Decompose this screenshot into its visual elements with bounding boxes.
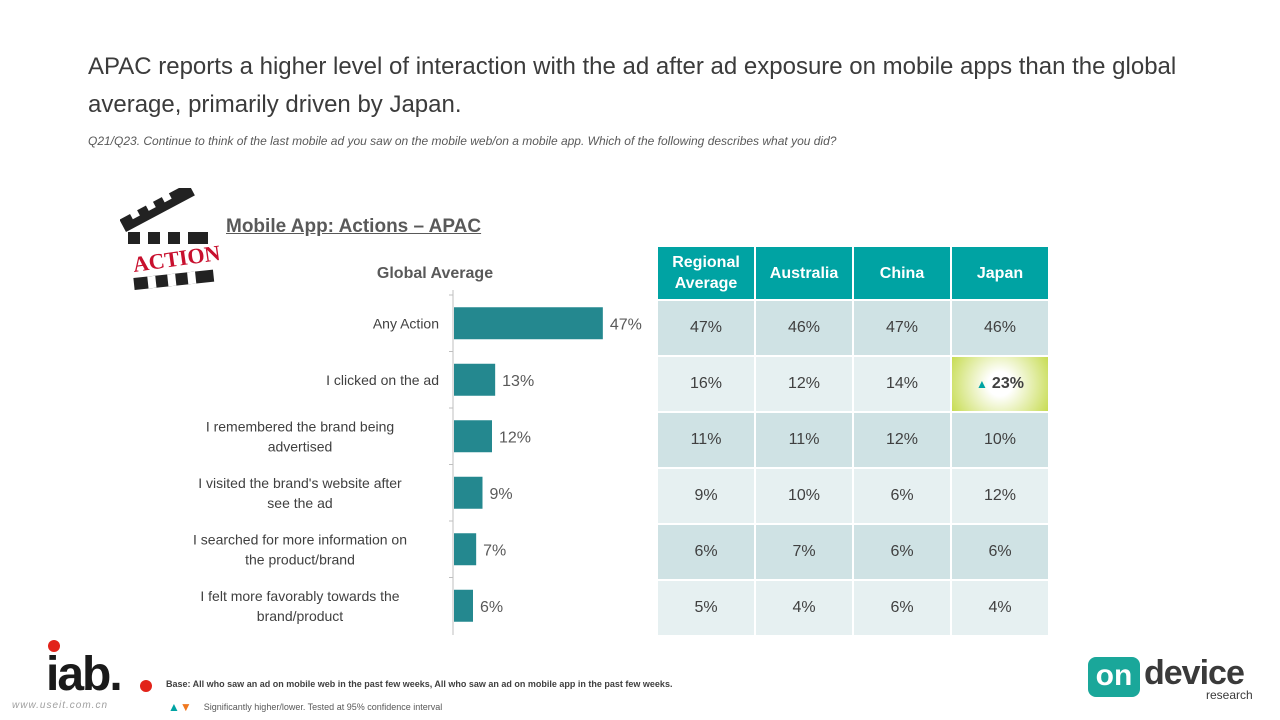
bar-category-label: Any Action <box>373 315 439 331</box>
table-cell: 4% <box>950 579 1050 637</box>
table-row: 11% 11% 12% 10% <box>656 411 1050 469</box>
table-cell: 47% <box>852 299 952 357</box>
table-cell-value: 5% <box>694 599 718 616</box>
table-row: 9% 10% 6% 12% <box>656 467 1050 525</box>
table-cell-value: 7% <box>792 543 816 560</box>
bar-value-label: 9% <box>490 486 513 503</box>
table-cell: 10% <box>950 411 1050 469</box>
ondevice-logo-device: device <box>1144 654 1245 692</box>
up-triangle-icon: ▲ <box>168 700 180 714</box>
table-cell-value: 11% <box>690 431 722 448</box>
table-cell: 14% <box>852 355 952 413</box>
table-cell: 11% <box>754 411 854 469</box>
table-cell: 47% <box>656 299 756 357</box>
table-header-china: China <box>852 245 952 301</box>
table-cell: 12% <box>754 355 854 413</box>
table-cell-value: 12% <box>787 375 821 392</box>
table-cell: 46% <box>754 299 854 357</box>
table-cell-value: 47% <box>689 319 723 336</box>
table-cell: 12% <box>950 467 1050 525</box>
bar <box>454 420 492 453</box>
table-cell: 6% <box>950 523 1050 581</box>
table-cell-value: 10% <box>787 487 821 504</box>
table-cell-value: 12% <box>885 431 919 448</box>
bar <box>454 307 603 340</box>
table-cell-value: 6% <box>890 487 914 504</box>
significance-legend-text: Significantly higher/lower. Tested at 95… <box>203 702 443 712</box>
table-cell-value: 47% <box>885 319 919 336</box>
table-cell-value: 46% <box>787 319 821 336</box>
bar-value-label: 12% <box>499 429 531 446</box>
bar-value-label: 13% <box>502 373 534 390</box>
global-average-bar-chart: 47% Any Action 13% I clicked on the ad 12% I … <box>193 290 642 635</box>
table-cell: 11% <box>656 411 756 469</box>
chart-title: Mobile App: Actions – APAC <box>226 216 482 237</box>
table-row: 47% 46% 47% 46% <box>656 299 1050 357</box>
table-cell: ▲ 23% <box>950 355 1050 413</box>
table-cell-value: 6% <box>694 543 718 560</box>
table-cell-value: 6% <box>890 599 914 616</box>
ondevice-research-logo: on device research <box>1088 654 1258 704</box>
table-cell: 6% <box>852 467 952 525</box>
table-cell-value: 11% <box>788 431 820 448</box>
table-header-row: Regional Average Australia China Japan <box>656 245 1050 301</box>
action-clapperboard-logo: ACTION <box>120 188 220 290</box>
table-cell: 10% <box>754 467 854 525</box>
table-cell: 4% <box>754 579 854 637</box>
bar <box>454 476 483 509</box>
regional-comparison-table: Regional Average Australia China Japan 4… <box>656 245 1050 637</box>
bar-category-label: I felt more favorably towards the brand/p… <box>200 588 399 624</box>
table-cell: 6% <box>852 579 952 637</box>
table-cell-value: 6% <box>988 543 1012 560</box>
table-cell-value: 9% <box>694 487 718 504</box>
watermark-text: www.useit.com.cn <box>12 700 109 711</box>
table-cell: 5% <box>656 579 756 637</box>
table-row: 16% 12% 14% ▲ 23% <box>656 355 1050 413</box>
table-cell: 12% <box>852 411 952 469</box>
table-cell-value: 14% <box>885 375 919 392</box>
table-header-australia: Australia <box>754 245 854 301</box>
iab-logo: iab. <box>46 640 152 694</box>
table-cell-value: 4% <box>988 599 1012 616</box>
table-cell-value: 16% <box>689 375 723 392</box>
bar-category-label: I clicked on the ad <box>326 372 439 388</box>
bar-value-label: 47% <box>610 316 642 333</box>
table-cell-value: 10% <box>983 431 1017 448</box>
bar-category-label: I remembered the brand being advertised <box>206 418 394 454</box>
bar <box>454 589 473 622</box>
significance-legend: ▲ ▼ Significantly higher/lower. Tested a… <box>168 700 442 714</box>
table-cell: 6% <box>656 523 756 581</box>
table-cell: 16% <box>656 355 756 413</box>
table-cell-value: 6% <box>890 543 914 560</box>
table-cell: 7% <box>754 523 854 581</box>
bar-value-label: 6% <box>480 599 503 616</box>
question-text: Q21/Q23. Continue to think of the last m… <box>88 134 837 148</box>
iab-logo-text: iab. <box>46 648 121 694</box>
table-row: 5% 4% 6% 4% <box>656 579 1050 637</box>
ondevice-logo-on: on <box>1088 657 1140 697</box>
table-row: 6% 7% 6% 6% <box>656 523 1050 581</box>
table-cell-value: 23% <box>991 375 1024 392</box>
table-cell-value: 4% <box>792 599 816 616</box>
page-headline: APAC reports a higher level of interacti… <box>88 53 1177 118</box>
ondevice-logo-research: research <box>1206 688 1253 702</box>
global-average-label: Global Average <box>376 265 494 282</box>
table-cell: 6% <box>852 523 952 581</box>
table-cell: 46% <box>950 299 1050 357</box>
down-triangle-icon: ▼ <box>179 700 192 714</box>
bar <box>454 363 496 396</box>
table-header-regional-average: Regional Average <box>656 245 756 301</box>
base-note: Base: All who saw an ad on mobile web in… <box>166 679 673 689</box>
bar <box>454 533 477 566</box>
table-cell-value: 46% <box>983 319 1017 336</box>
bar-category-label: I visited the brand's website after see t… <box>198 475 402 511</box>
significant-up-icon: ▲ <box>976 377 988 391</box>
bar-value-label: 7% <box>483 542 506 559</box>
table-header-japan: Japan <box>950 245 1050 301</box>
table-cell-value: 12% <box>983 487 1017 504</box>
table-cell: 9% <box>656 467 756 525</box>
bar-category-label: I searched for more information on the pr… <box>193 531 407 567</box>
